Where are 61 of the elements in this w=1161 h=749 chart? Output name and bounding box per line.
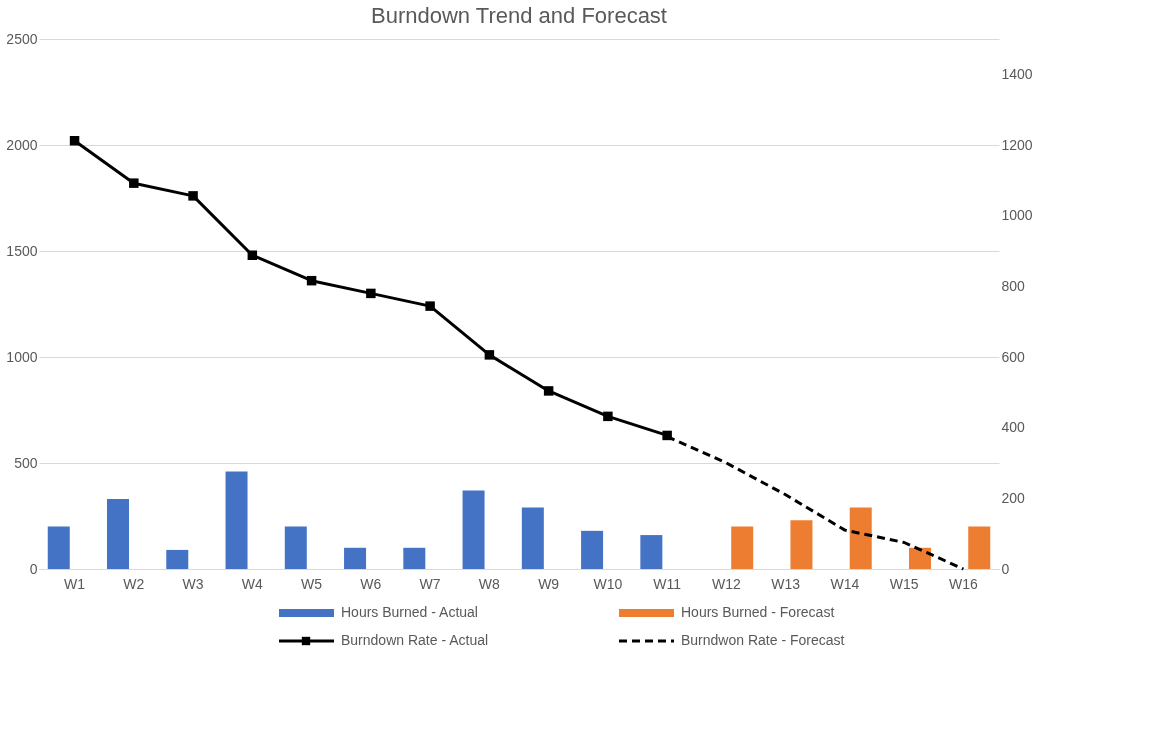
y-tick-label: 1500 (6, 242, 38, 259)
point (69, 136, 80, 146)
x-tick-label: W9 (538, 575, 560, 592)
legend-label: Hours Burned - Forecast (681, 604, 835, 620)
y-tick-label: 2000 (6, 136, 38, 153)
bar (640, 535, 663, 569)
bar (968, 526, 991, 569)
x-tick-label: W16 (949, 575, 979, 592)
y2-tick-label: 0 (1001, 560, 1010, 577)
chart-title: Burndown Trend and Forecast (371, 3, 667, 28)
x-tick-label: W12 (712, 575, 742, 592)
x-tick-label: W2 (123, 575, 145, 592)
y2-tick-label: 200 (1001, 489, 1026, 506)
y2-tick-label: 1400 (1001, 65, 1033, 82)
y2-tick-label: 400 (1001, 419, 1026, 436)
bar (284, 526, 307, 569)
x-tick-label: W8 (478, 575, 501, 592)
bar (225, 471, 248, 569)
legend-label: Burndwon Rate - Forecast (681, 632, 845, 648)
x-tick-label: W10 (593, 575, 623, 592)
y-tick-label: 500 (14, 454, 38, 471)
point (543, 386, 554, 396)
bar (166, 549, 189, 569)
bar (107, 499, 130, 569)
bar (47, 526, 70, 569)
x-tick-label: W15 (889, 575, 919, 592)
point (306, 275, 317, 286)
y2-tick-label: 1000 (1001, 207, 1033, 224)
x-tick-label: W14 (830, 575, 860, 592)
x-tick-label: W1 (64, 575, 86, 592)
y-tick-label: 1000 (6, 348, 38, 365)
x-tick-label: W6 (360, 575, 382, 592)
x-tick-label: W13 (771, 575, 801, 592)
bar (908, 547, 931, 569)
legend-label: Hours Burned - Actual (341, 604, 478, 620)
x-tick-label: W5 (301, 575, 323, 592)
bar (581, 530, 604, 569)
x-tick-label: W7 (419, 575, 441, 592)
point (188, 191, 198, 201)
point (366, 288, 376, 299)
y-tick-label: 2500 (6, 30, 38, 47)
bar (790, 520, 813, 569)
x-tick-label: W3 (182, 575, 204, 592)
legend-label: Burndown Rate - Actual (341, 632, 489, 648)
y2-tick-label: 1200 (1001, 136, 1033, 153)
y2-tick-label: 600 (1001, 348, 1026, 365)
point (484, 350, 495, 360)
point (425, 301, 435, 311)
bar (462, 490, 485, 569)
point (129, 178, 139, 188)
bar (403, 547, 426, 569)
bar (344, 547, 367, 569)
point (603, 411, 613, 422)
y-tick-label: 0 (29, 560, 38, 577)
x-tick-label: W4 (241, 575, 264, 592)
bar (849, 507, 872, 569)
bar (521, 507, 544, 569)
bar (731, 526, 754, 569)
x-tick-label: W11 (653, 575, 682, 592)
point (247, 250, 258, 260)
y2-tick-label: 800 (1001, 277, 1026, 294)
